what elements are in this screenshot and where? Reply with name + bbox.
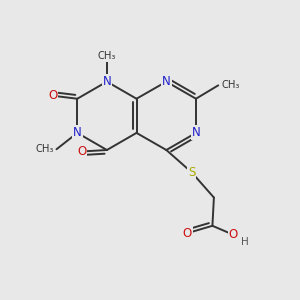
Text: CH₃: CH₃ bbox=[221, 80, 240, 90]
Text: O: O bbox=[182, 227, 192, 240]
Text: S: S bbox=[188, 166, 195, 179]
Text: N: N bbox=[103, 75, 111, 88]
Text: CH₃: CH₃ bbox=[98, 51, 116, 62]
Text: O: O bbox=[77, 145, 86, 158]
Text: H: H bbox=[241, 237, 249, 247]
Text: N: N bbox=[192, 126, 200, 140]
Text: O: O bbox=[229, 228, 238, 241]
Text: CH₃: CH₃ bbox=[35, 144, 53, 154]
Text: N: N bbox=[162, 75, 171, 88]
Text: N: N bbox=[73, 126, 82, 140]
Text: O: O bbox=[48, 89, 58, 102]
